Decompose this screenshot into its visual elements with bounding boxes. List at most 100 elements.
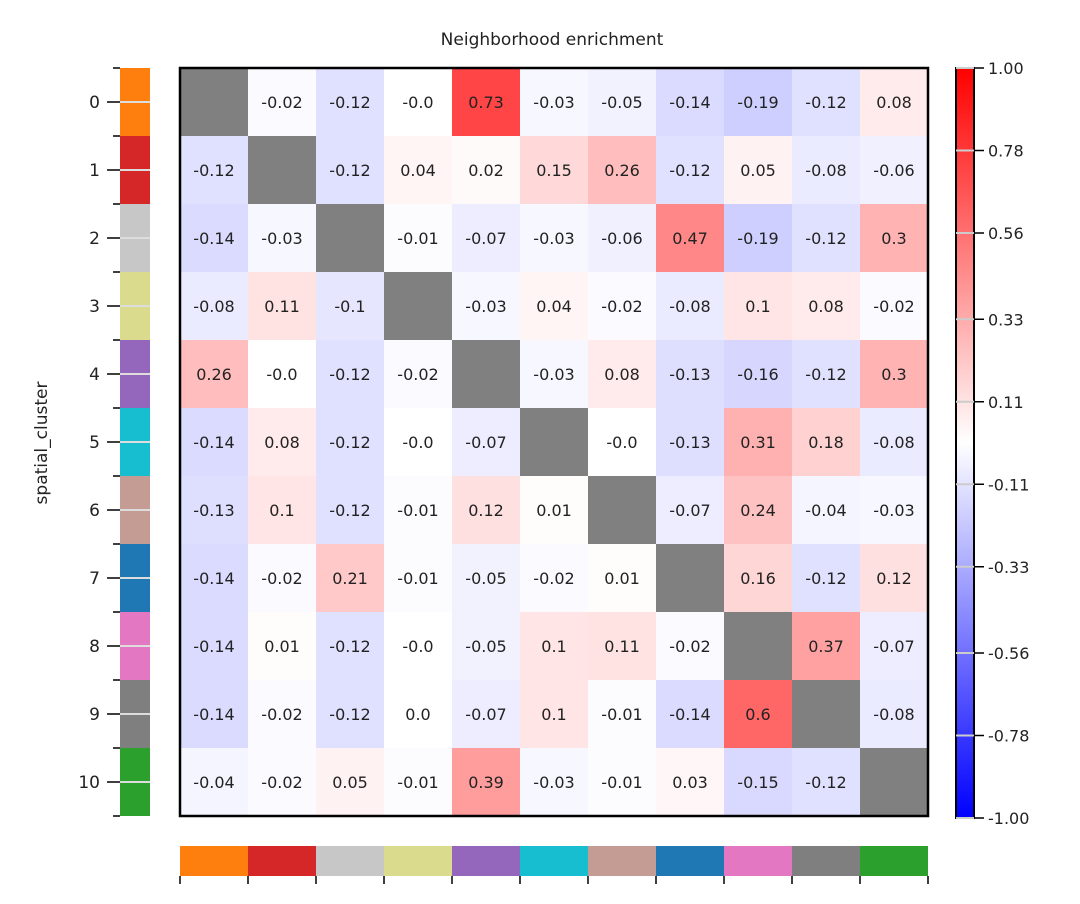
cell-value-label: -0.06 [873,161,914,180]
heatmap-cell [656,136,724,204]
row-tick-label: 5 [89,433,100,453]
cell-value-label: 0.1 [541,705,566,724]
colorbar-tick-label: -0.11 [988,475,1029,494]
cell-value-label: -0.03 [533,93,574,112]
row-cluster-color-bar [120,68,150,816]
heatmap-cell [248,476,316,544]
column-cluster-color [520,846,588,876]
heatmap-cell [860,204,928,272]
heatmap-cell [792,340,860,408]
cell-value-label: -0.08 [669,297,710,316]
cell-value-label: -0.14 [669,93,710,112]
cell-value-label: 0.26 [196,365,232,384]
colorbar-tick-label: 0.78 [988,142,1024,161]
heatmap-cell [588,544,656,612]
heatmap-cell [860,136,928,204]
cell-value-label: -0.02 [261,705,302,724]
heatmap-cell [452,476,520,544]
cell-value-label: -0.07 [465,705,506,724]
cell-value-label: -0.12 [805,365,846,384]
cell-value-label: 0.47 [672,229,708,248]
row-tick-label: 2 [89,229,100,249]
heatmap-cell [452,680,520,748]
heatmap-cell [316,680,384,748]
heatmap-cell [384,680,452,748]
cell-value-label: -0.14 [193,433,234,452]
cell-value-label: -0.05 [465,569,506,588]
cell-value-label: -0.03 [465,297,506,316]
cell-value-label: 0.05 [332,773,368,792]
heatmap-cell-diagonal [724,612,792,680]
heatmap-cell [724,204,792,272]
row-tick-labels: 0 1 2 3 4 5 6 7 8 9 10 [78,67,120,817]
column-cluster-color [180,846,248,876]
heatmap-cell [792,408,860,476]
cell-value-label: -0.15 [737,773,778,792]
heatmap-cell [316,748,384,816]
cell-value-label: 0.11 [604,637,640,656]
heatmap-cell [588,680,656,748]
cell-value-label: 0.31 [740,433,776,452]
cell-value-label: -0.07 [465,229,506,248]
heatmap-cell [248,408,316,476]
cell-value-label: -0.12 [329,161,370,180]
heatmap-cell [724,476,792,544]
cell-value-label: 0.12 [876,569,912,588]
cell-value-label: 0.01 [604,569,640,588]
heatmap-cell [656,408,724,476]
heatmap-cell [520,68,588,136]
heatmap-cell-diagonal [792,680,860,748]
cell-value-label: -0.05 [465,637,506,656]
cell-value-label: 0.39 [468,773,504,792]
heatmap-cell [248,612,316,680]
heatmap-cell-diagonal [520,408,588,476]
cell-value-label: -0.0 [402,637,433,656]
heatmap-cell [452,612,520,680]
y-axis-label: spatial_cluster [32,382,52,505]
row-tick-label: 10 [78,773,100,793]
heatmap-cell [248,340,316,408]
heatmap-cell [248,748,316,816]
cell-value-label: -0.12 [669,161,710,180]
cell-value-label: -0.07 [873,637,914,656]
heatmap-cell [180,748,248,816]
cell-value-label: 0.04 [400,161,436,180]
heatmap-cell [792,136,860,204]
cell-value-label: 0.05 [740,161,776,180]
column-cluster-color [656,846,724,876]
heatmap-cell [180,544,248,612]
cell-value-label: -0.01 [397,501,438,520]
heatmap-cell [860,340,928,408]
heatmap-cell [588,204,656,272]
heatmap-cell [724,680,792,748]
cell-value-label: -0.19 [737,229,778,248]
heatmap-cell [724,408,792,476]
heatmap-cell [792,544,860,612]
row-tick-label: 7 [89,569,100,589]
cell-value-label: 0.1 [745,297,770,316]
cell-value-label: -0.14 [193,569,234,588]
heatmap-cell [248,544,316,612]
cell-value-label: 0.01 [536,501,572,520]
heatmap-cell [180,136,248,204]
cell-value-label: 0.26 [604,161,640,180]
cell-value-label: 0.01 [264,637,300,656]
cell-value-label: -0.14 [193,229,234,248]
heatmap-cell-diagonal [316,204,384,272]
cell-value-label: 0.3 [881,229,906,248]
cell-value-label: 0.1 [541,637,566,656]
row-tick-label: 3 [89,297,100,317]
heatmap-cell-diagonal [860,748,928,816]
heatmap-cell [792,612,860,680]
colorbar-tick-label: -0.78 [988,727,1029,746]
cell-value-label: -0.02 [261,773,302,792]
cell-value-label: -0.04 [193,773,234,792]
heatmap-cell [520,204,588,272]
row-tick-label: 9 [89,705,100,725]
cell-value-label: -0.12 [329,637,370,656]
cell-value-label: -0.12 [805,569,846,588]
heatmap-cell [860,408,928,476]
heatmap-cell [588,340,656,408]
colorbar-tick-label: -0.33 [988,558,1029,577]
chart-title: Neighborhood enrichment [441,30,664,50]
